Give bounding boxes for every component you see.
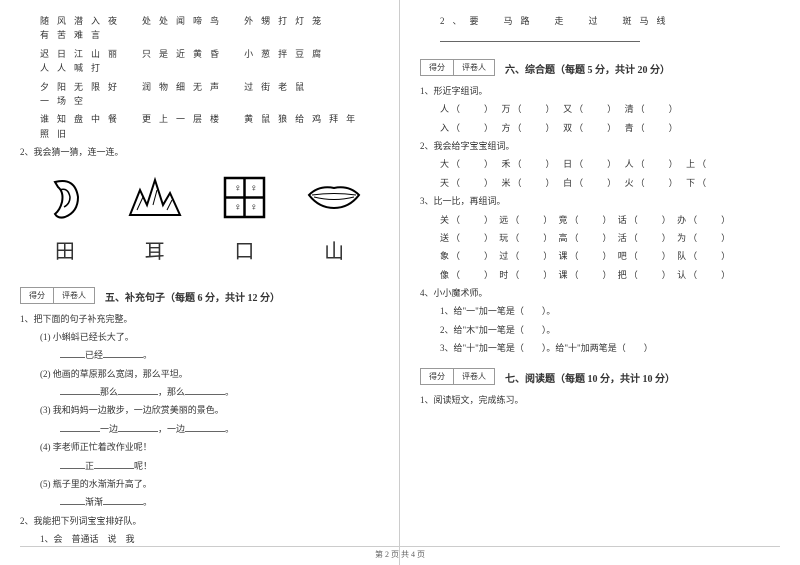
char-tian: 田 (55, 235, 75, 264)
q1-blank-3: 一边，一边。 (20, 422, 379, 436)
q6-4-item3: 3、给"十"加一笔是（ ）。给"十"加两笔是（ ） (420, 341, 780, 355)
q1-blank-1: 已经。 (20, 348, 379, 362)
left-column: 随风潜入夜 处处闻啼鸟 外甥打灯笼 有苦难言 迟日江山丽 只是近黄昏 小葱拌豆腐… (0, 0, 400, 565)
section6-header: 得分 评卷人 六、综合题（每题 5 分，共计 20 分） (420, 51, 780, 80)
q6-3-row2: 送（ ） 玩（ ） 高（ ） 活（ ） 为（ ） (420, 231, 780, 245)
q6-4-item2: 2、给"木"加一笔是（ ）。 (420, 323, 780, 337)
matching-row-4: 谁知盘中餐 更上一层楼 黄鼠狼给鸡拜年 照旧 (20, 112, 379, 141)
q2-title: 2、我能把下列词宝宝排好队。 (20, 514, 379, 528)
q1-item-2: (2) 他画的草原那么宽阔，那么平坦。 (20, 367, 379, 381)
images-row: ♀ ♀ ♀ ♀ (20, 170, 379, 225)
footer-line (20, 546, 780, 547)
ear-icon (35, 172, 95, 222)
q6-3-row1: 关（ ） 远（ ） 竞（ ） 话（ ） 办（ ） (420, 213, 780, 227)
section5-header: 得分 评卷人 五、补充句子（每题 6 分，共计 12 分） (20, 279, 379, 308)
score-box-5: 得分 评卷人 (20, 287, 95, 304)
q6-4-item1: 1、给"一"加一笔是（ ）。 (420, 304, 780, 318)
q2-line: 1、会 普通话 说 我 (20, 532, 379, 546)
right-column: 2、要 马路 走 过 斑马线 得分 评卷人 六、综合题（每题 5 分，共计 20… (400, 0, 800, 565)
matching-row-2: 迟日江山丽 只是近黄昏 小葱拌豆腐 人人喊打 (20, 47, 379, 76)
q6-1-row1: 人（ ） 万（ ） 又（ ） 清（ ） (420, 102, 780, 116)
svg-text:♀: ♀ (234, 183, 242, 194)
svg-text:♀: ♀ (234, 202, 242, 213)
q1-item-5: (5) 瓶子里的水渐渐升高了。 (20, 477, 379, 491)
section5-title: 五、补充句子（每题 6 分，共计 12 分） (105, 289, 280, 304)
q6-3-row3: 象（ ） 过（ ） 课（ ） 吧（ ） 队（ ） (420, 249, 780, 263)
mountain-icon (125, 172, 185, 222)
q1-item-1: (1) 小蝌蚪已经长大了。 (20, 330, 379, 344)
q6-1-row2: 入（ ） 方（ ） 双（ ） 青（ ） (420, 121, 780, 135)
q6-3-title: 3、比一比，再组词。 (420, 194, 780, 208)
guess-title: 2、我会猜一猜，连一连。 (20, 145, 379, 159)
q1-blank-4: 正呢！ (20, 459, 379, 473)
right-top-blank (420, 32, 780, 46)
q1-item-4: (4) 李老师正忙着改作业呢！ (20, 440, 379, 454)
mouth-icon (304, 172, 364, 222)
right-top-line: 2、要 马路 走 过 斑马线 (420, 14, 780, 28)
q6-2-row1: 大（ ） 禾（ ） 日（ ） 人（ ） 上（ (420, 157, 780, 171)
char-er: 耳 (145, 235, 165, 264)
svg-text:♀: ♀ (250, 183, 258, 194)
char-shan: 山 (324, 235, 344, 264)
section7-header: 得分 评卷人 七、阅读题（每题 10 分，共计 10 分） (420, 360, 780, 389)
q1-blank-5: 渐渐。 (20, 495, 379, 509)
q6-1-title: 1、形近字组词。 (420, 84, 780, 98)
q1-blank-2: 那么，那么。 (20, 385, 379, 399)
chars-row: 田 耳 口 山 (20, 235, 379, 264)
matching-row-1: 随风潜入夜 处处闻啼鸟 外甥打灯笼 有苦难言 (20, 14, 379, 43)
score-box-6: 得分 评卷人 (420, 59, 495, 76)
window-icon: ♀ ♀ ♀ ♀ (214, 172, 274, 222)
page-footer: 第 2 页 共 4 页 (0, 549, 800, 560)
q6-4-title: 4、小小魔术师。 (420, 286, 780, 300)
q1-item-3: (3) 我和妈妈一边散步，一边欣赏美丽的景色。 (20, 403, 379, 417)
q6-2-row2: 天（ ） 米（ ） 白（ ） 火（ ） 下（ (420, 176, 780, 190)
score-box-7: 得分 评卷人 (420, 368, 495, 385)
section6-title: 六、综合题（每题 5 分，共计 20 分） (505, 61, 670, 76)
q6-3-row4: 像（ ） 时（ ） 课（ ） 把（ ） 认（ ） (420, 268, 780, 282)
svg-text:♀: ♀ (250, 202, 258, 213)
q1-title: 1、把下面的句子补充完整。 (20, 312, 379, 326)
q7-title: 1、阅读短文，完成练习。 (420, 393, 780, 407)
section7-title: 七、阅读题（每题 10 分，共计 10 分） (505, 370, 675, 385)
matching-row-3: 夕阳无限好 润物细无声 过街老鼠 一场空 (20, 80, 379, 109)
q6-2-title: 2、我会给字宝宝组词。 (420, 139, 780, 153)
char-kou: 口 (234, 235, 254, 264)
